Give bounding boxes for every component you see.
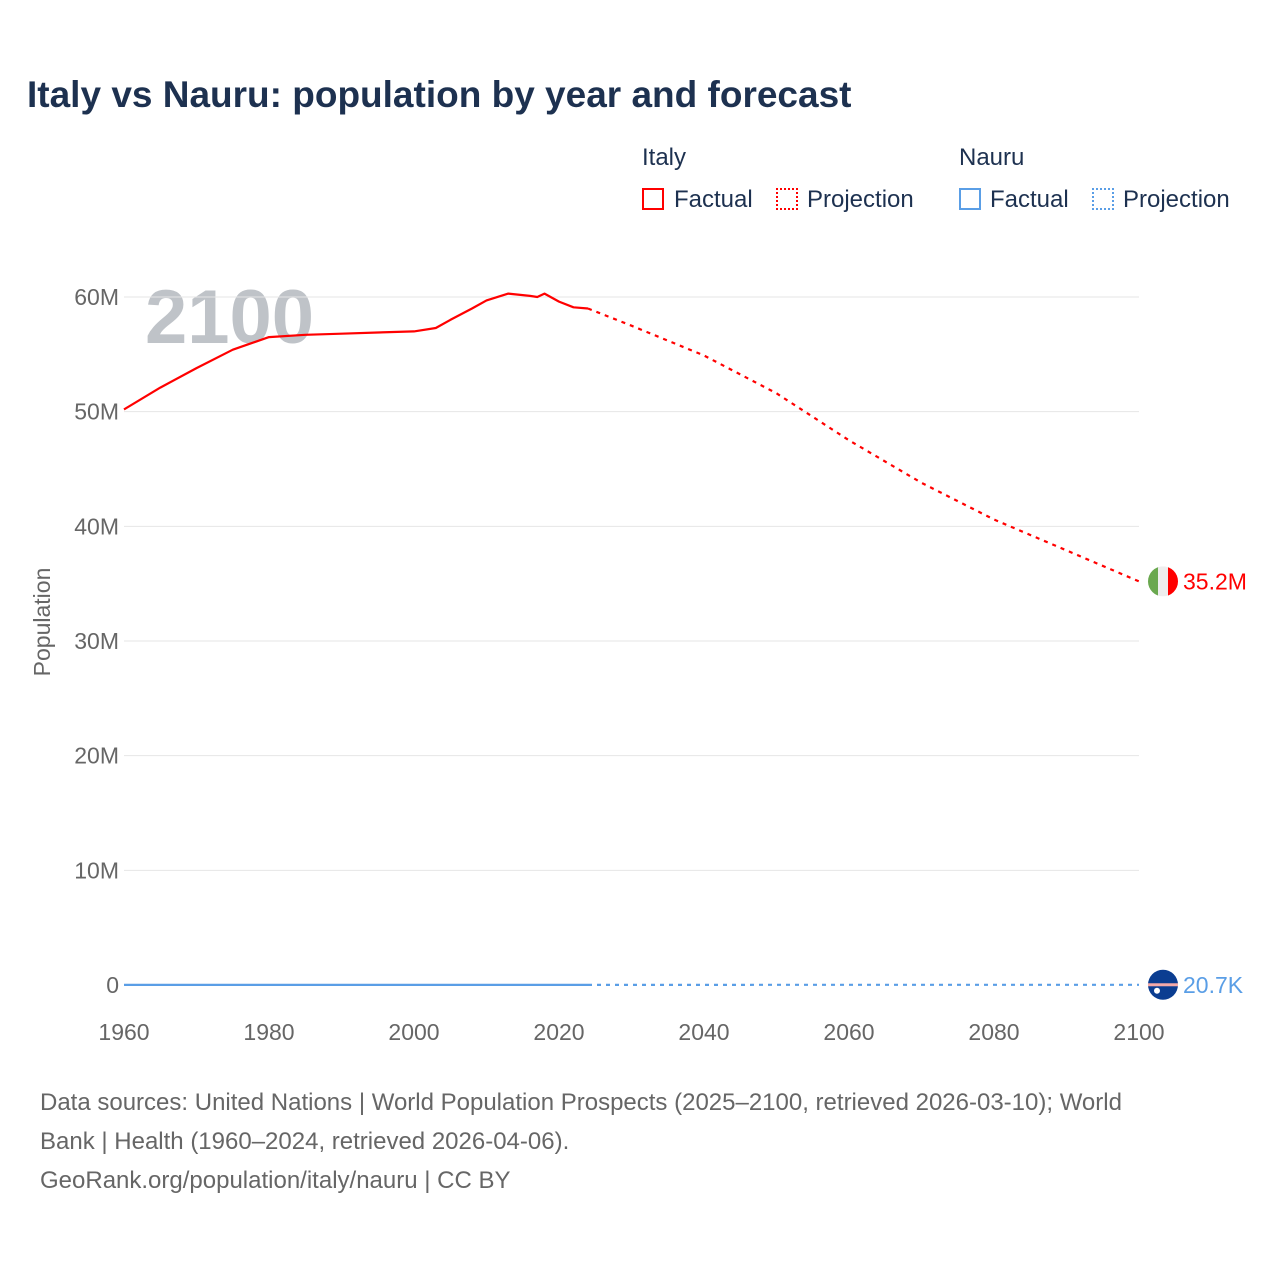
y-tick-label: 0 [106, 972, 119, 998]
x-tick-label: 2020 [533, 1019, 584, 1045]
y-tick-label: 50M [74, 399, 119, 425]
x-tick-label: 2100 [1113, 1019, 1164, 1045]
x-tick-label: 1980 [243, 1019, 294, 1045]
year-watermark: 2100 [145, 275, 314, 360]
y-tick-label: 40M [74, 513, 119, 539]
footer-sources-line1: Data sources: United Nations | World Pop… [40, 1089, 1122, 1116]
x-tick-label: 2060 [823, 1019, 874, 1045]
footer-sources-line2: Bank | Health (1960–2024, retrieved 2026… [40, 1128, 570, 1155]
x-tick-label: 2000 [388, 1019, 439, 1045]
end-label-nauru: 20.7K [1183, 972, 1244, 998]
flag-stripe [1148, 566, 1159, 597]
legend-swatch-italy-factual[interactable] [642, 188, 664, 210]
legend-group-nauru: Nauru [959, 144, 1025, 171]
legend-swatch-nauru-factual[interactable] [959, 188, 981, 210]
legend-swatch-nauru-projection[interactable] [1092, 188, 1114, 210]
legend-label-italy-projection[interactable]: Projection [807, 186, 914, 213]
legend-group-italy: Italy [642, 144, 687, 171]
flag-stripe [1148, 983, 1178, 987]
flag-star [1154, 987, 1160, 994]
chart-title: Italy vs Nauru: population by year and f… [27, 74, 852, 115]
x-tick-label: 2040 [678, 1019, 729, 1045]
y-tick-label: 60M [74, 284, 119, 310]
legend-label-nauru-factual[interactable]: Factual [990, 186, 1069, 213]
x-tick-label: 1960 [98, 1019, 149, 1045]
y-axis-label: Population [29, 568, 55, 677]
flag-stripe [1158, 566, 1169, 597]
legend-swatch-italy-projection[interactable] [776, 188, 798, 210]
series-line-italy-factual [123, 292, 589, 411]
legend-label-nauru-projection[interactable]: Projection [1123, 186, 1230, 213]
italy-flag-icon [1148, 566, 1178, 597]
y-tick-label: 30M [74, 628, 119, 654]
y-tick-label: 20M [74, 743, 119, 769]
x-tick-label: 2080 [968, 1019, 1019, 1045]
flag-stripe [1168, 566, 1178, 597]
y-tick-label: 10M [74, 857, 119, 883]
series-line-italy-projection [587, 307, 1140, 583]
nauru-flag-icon [1148, 969, 1178, 1000]
legend-label-italy-factual[interactable]: Factual [674, 186, 753, 213]
footer-link[interactable]: GeoRank.org/population/italy/nauru | CC … [40, 1167, 511, 1194]
end-label-italy: 35.2M [1183, 568, 1247, 594]
